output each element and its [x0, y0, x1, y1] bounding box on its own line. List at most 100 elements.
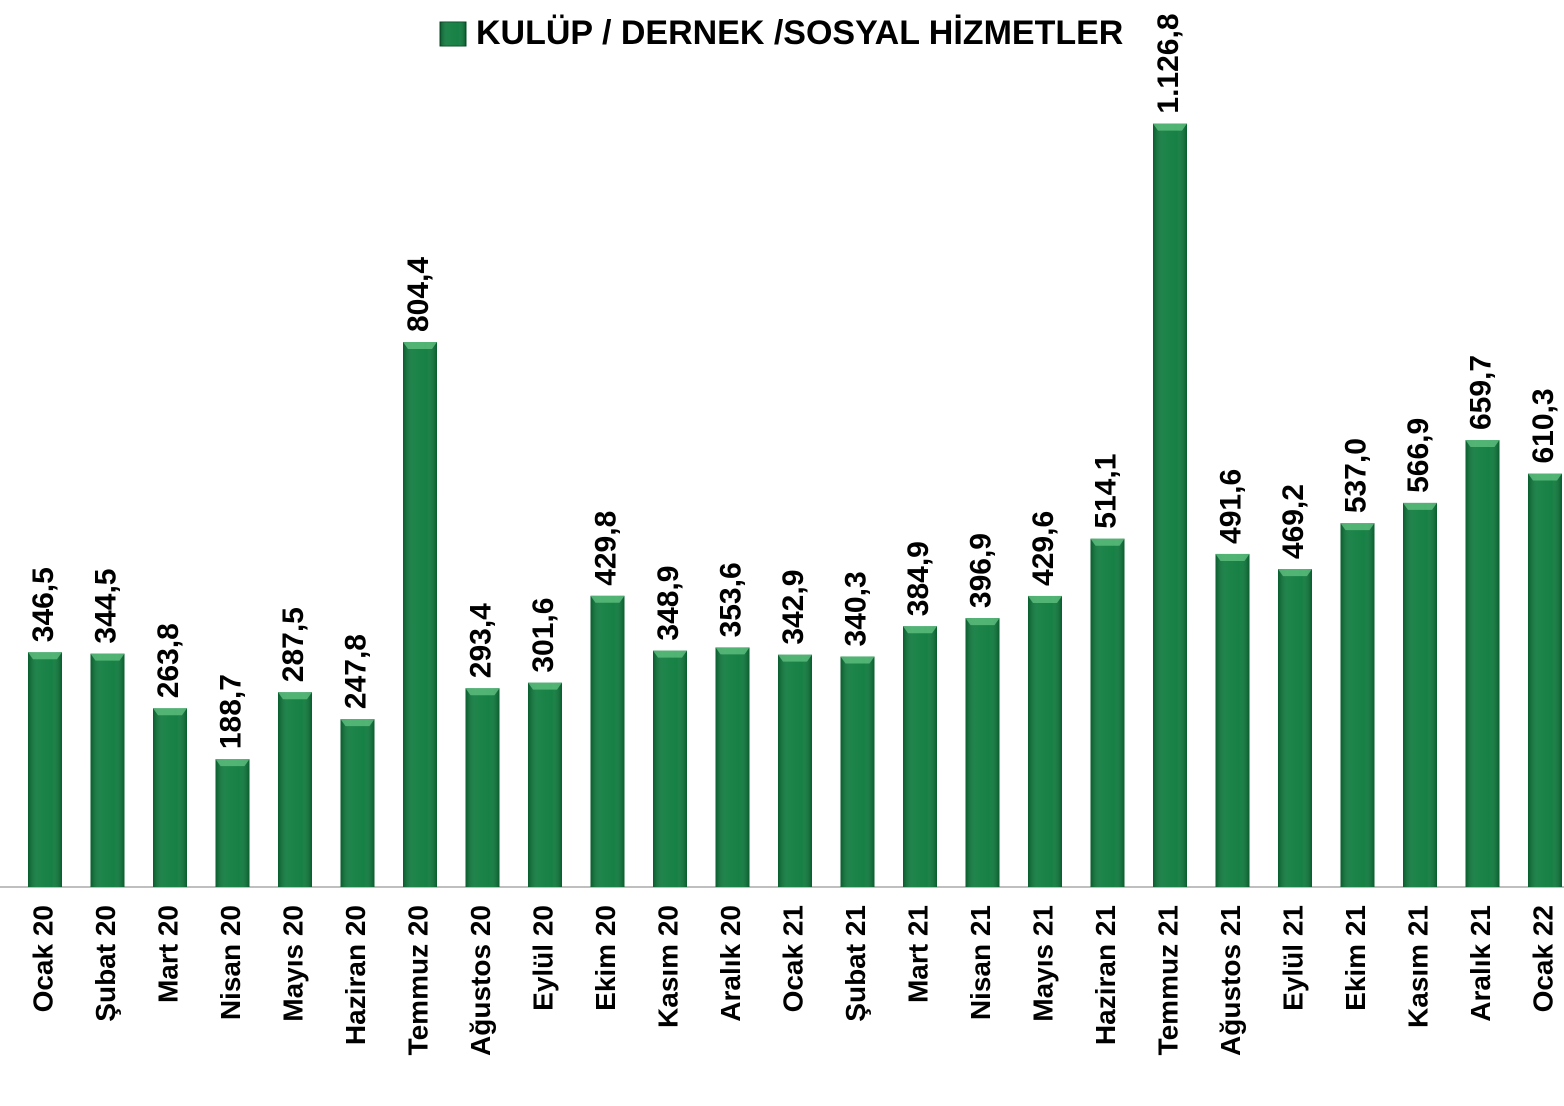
- bar-cap: [840, 656, 875, 664]
- bar-shade: [840, 656, 875, 887]
- value-label: 610,3: [1527, 388, 1560, 463]
- bar-cap: [278, 692, 312, 700]
- value-label: 384,9: [902, 541, 935, 616]
- value-label: 804,4: [402, 257, 435, 332]
- value-label: 346,5: [27, 567, 60, 642]
- x-tick-label: Ağustos 20: [465, 905, 496, 1056]
- bar-shade: [403, 342, 437, 887]
- x-tick-label: Ocak 21: [777, 905, 808, 1012]
- value-label: 1.126,8: [1152, 13, 1185, 113]
- value-label: 293,4: [464, 603, 497, 678]
- value-label: 348,9: [652, 566, 685, 641]
- bar-cap: [153, 708, 187, 716]
- bar-cap: [1215, 553, 1250, 561]
- x-tick-label: Temmuz 20: [402, 905, 433, 1055]
- bar-shade: [903, 626, 937, 887]
- bar-shade: [465, 688, 500, 887]
- bar-shade: [1153, 123, 1187, 887]
- bar-shade: [1465, 440, 1500, 887]
- bar-shade: [278, 692, 312, 887]
- value-label: 469,2: [1277, 484, 1310, 559]
- bar-cap: [1465, 440, 1500, 448]
- x-tick-label: Mayıs 20: [277, 905, 308, 1022]
- x-tick-label: Şubat 20: [90, 905, 121, 1022]
- value-label: 429,6: [1027, 511, 1060, 586]
- value-label: 429,8: [589, 511, 622, 586]
- x-tick-label: Haziran 20: [340, 905, 371, 1045]
- x-tick-label: Temmuz 21: [1152, 905, 1183, 1055]
- x-tick-label: Eylül 20: [527, 905, 558, 1011]
- value-label: 263,8: [152, 623, 185, 698]
- value-label: 659,7: [1464, 355, 1497, 430]
- legend-swatch-shade: [440, 22, 466, 46]
- x-tick-label: Mart 20: [152, 905, 183, 1003]
- bar-shade: [965, 618, 1000, 887]
- value-label: 537,0: [1339, 438, 1372, 513]
- value-label: 342,9: [777, 570, 810, 645]
- bar-shade: [715, 647, 750, 887]
- bar-shade: [215, 759, 250, 887]
- x-tick-label: Şubat 21: [840, 905, 871, 1022]
- bar-cap: [90, 653, 125, 661]
- value-label: 566,9: [1402, 418, 1435, 493]
- bar-cap: [1528, 473, 1562, 481]
- value-label: 396,9: [964, 533, 997, 608]
- bar-cap: [715, 647, 750, 655]
- bar-cap: [528, 682, 562, 690]
- bar-shade: [528, 682, 562, 887]
- x-tick-label: Kasım 21: [1402, 905, 1433, 1028]
- x-tick-label: Ağustos 21: [1215, 905, 1246, 1056]
- x-tick-label: Ocak 20: [27, 905, 58, 1012]
- value-label: 491,6: [1214, 469, 1247, 544]
- bar-cap: [1028, 595, 1062, 603]
- x-tick-label: Haziran 21: [1090, 905, 1121, 1045]
- bar-shade: [1090, 538, 1125, 887]
- value-label: 344,5: [89, 569, 122, 644]
- value-label: 353,6: [714, 562, 747, 637]
- bar-shade: [1403, 502, 1437, 887]
- bar-cap: [403, 342, 437, 350]
- x-tick-label: Mart 21: [902, 905, 933, 1003]
- bar-shade: [340, 719, 375, 887]
- x-tick-label: Nisan 20: [215, 905, 246, 1020]
- value-label: 247,8: [339, 634, 372, 709]
- bar-shade: [28, 652, 62, 887]
- bar-shade: [1278, 569, 1312, 887]
- x-tick-label: Ekim 21: [1340, 905, 1371, 1011]
- bar-shade: [1215, 553, 1250, 887]
- x-tick-label: Ekim 20: [590, 905, 621, 1011]
- bar-cap: [778, 654, 812, 662]
- bar-cap: [965, 618, 1000, 626]
- bar-shade: [653, 650, 687, 887]
- x-tick-label: Nisan 21: [965, 905, 996, 1020]
- bar-cap: [1153, 123, 1187, 131]
- bar-cap: [1090, 538, 1125, 546]
- bar-cap: [340, 719, 375, 727]
- x-tick-label: Aralık 20: [715, 905, 746, 1022]
- legend-label: KULÜP / DERNEK /SOSYAL HİZMETLER: [476, 14, 1123, 52]
- bar-shade: [590, 595, 625, 887]
- x-tick-label: Mayıs 21: [1027, 905, 1058, 1022]
- value-label: 340,3: [839, 571, 872, 646]
- bar-cap: [1340, 523, 1375, 531]
- bar-shade: [778, 654, 812, 887]
- bar-cap: [903, 626, 937, 634]
- bar-shade: [153, 708, 187, 887]
- bar-cap: [28, 652, 62, 660]
- x-tick-label: Ocak 22: [1527, 905, 1558, 1012]
- bar-cap: [465, 688, 500, 696]
- bar-shade: [90, 653, 125, 887]
- bar-cap: [1278, 569, 1312, 577]
- bar-shade: [1028, 595, 1062, 887]
- bar-cap: [590, 595, 625, 603]
- bar-cap: [1403, 502, 1437, 510]
- x-tick-label: Eylül 21: [1277, 905, 1308, 1011]
- x-tick-label: Aralık 21: [1465, 905, 1496, 1022]
- bar-cap: [215, 759, 250, 767]
- x-tick-label: Kasım 20: [652, 905, 683, 1028]
- bar-cap: [653, 650, 687, 658]
- bar-shade: [1340, 523, 1375, 887]
- value-label: 188,7: [214, 674, 247, 749]
- bar-shade: [1528, 473, 1562, 887]
